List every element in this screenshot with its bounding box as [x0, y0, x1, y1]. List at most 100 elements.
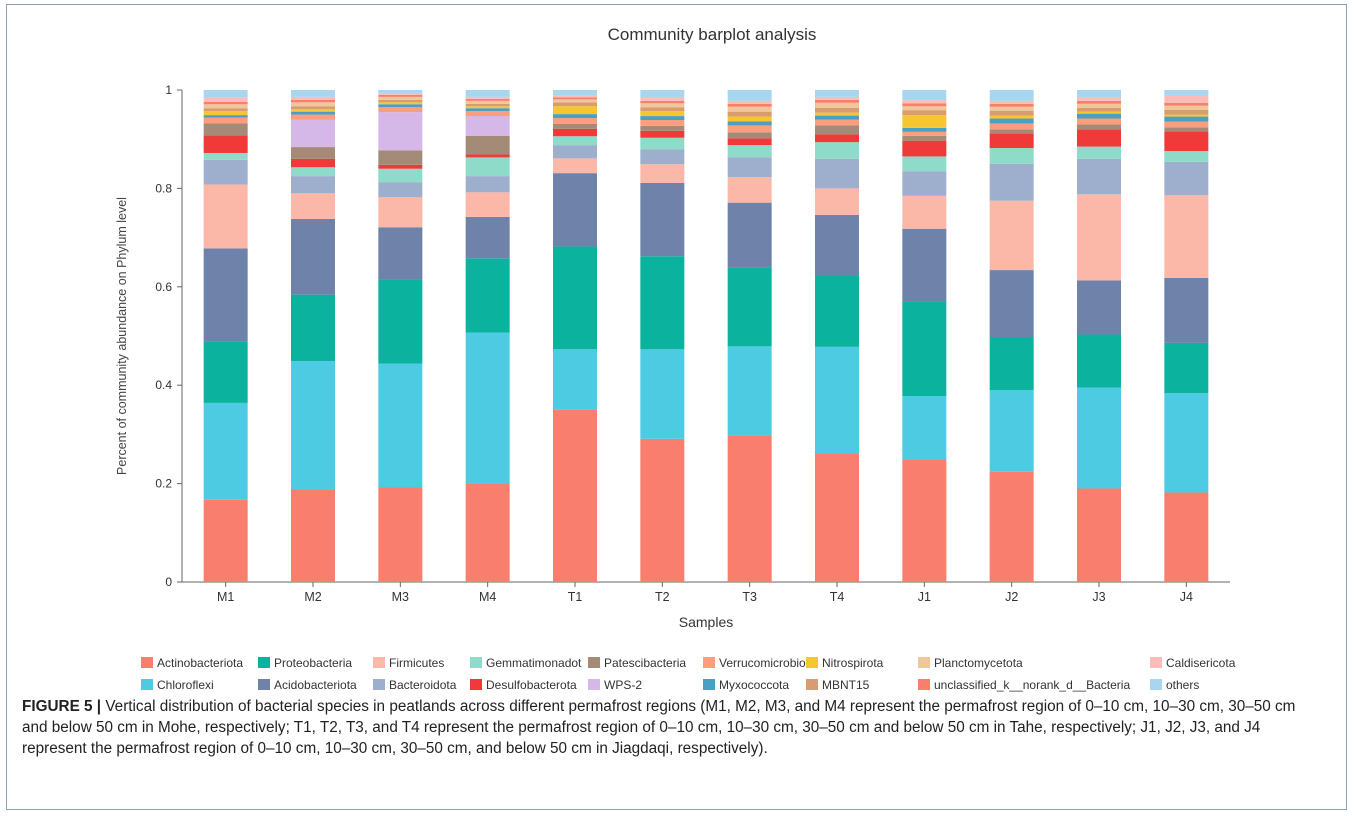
bar-segment — [989, 100, 1034, 104]
bar-segment — [1077, 387, 1121, 489]
bar-segment — [553, 145, 597, 159]
bar-segment — [902, 301, 947, 397]
bar-segment — [989, 110, 1034, 116]
bar-segment — [989, 390, 1034, 472]
bar-segment — [902, 106, 947, 111]
bar-segment — [291, 102, 335, 107]
bar-segment — [1164, 277, 1209, 343]
bar-segment — [815, 90, 859, 97]
bar-segment — [378, 104, 423, 108]
bar-segment — [553, 409, 597, 582]
bar-segment — [203, 135, 248, 153]
bar-segment — [1164, 109, 1209, 115]
bar-segment — [553, 246, 597, 350]
legend-swatch — [703, 657, 715, 668]
legend: Actinobacteriota Proteobacteria Firmicutes… — [141, 656, 1236, 692]
x-tick-label: J4 — [1180, 590, 1193, 604]
legend-label: Desulfobacterota — [486, 678, 577, 692]
x-tick-label: J1 — [918, 590, 931, 604]
bar-segment — [291, 96, 335, 100]
bar-segment — [902, 103, 947, 107]
bar-segment — [902, 459, 947, 582]
bar-segment — [1077, 113, 1121, 119]
legend-label: others — [1166, 678, 1199, 692]
bar-segment — [1164, 393, 1209, 493]
bar-segment — [815, 158, 859, 189]
bar-segment — [553, 349, 597, 410]
bar-segment — [465, 108, 510, 112]
bar-segment — [378, 102, 423, 105]
axes — [177, 89, 1230, 587]
bar-segment — [203, 101, 248, 105]
bar-segment — [465, 116, 510, 136]
bar-segment — [1077, 280, 1121, 335]
bar-segment — [727, 111, 772, 117]
bar-segment — [203, 90, 248, 98]
bar-segment — [640, 100, 685, 104]
bar-segment — [465, 103, 510, 107]
legend-label: Patescibacteria — [604, 656, 686, 670]
x-tick-label: M2 — [304, 590, 321, 604]
caption-label: FIGURE 5 | — [22, 698, 102, 715]
legend-label: Myxococcota — [719, 678, 789, 692]
bar-segment — [291, 147, 335, 159]
bar-segment — [378, 150, 423, 165]
y-tick-label: 0.8 — [155, 181, 172, 195]
x-tick-label: T2 — [655, 590, 670, 604]
bar-segment — [727, 267, 772, 347]
legend-label: unclassified_k__norank_d__Bacteria — [934, 678, 1130, 692]
bar-segment — [465, 176, 510, 193]
bar-segment — [378, 168, 423, 183]
bar-segment — [640, 149, 685, 165]
bar-segment — [1077, 118, 1121, 125]
bar-segment — [553, 106, 597, 115]
bar-segment — [1164, 95, 1209, 103]
legend-label: Caldisericota — [1166, 656, 1236, 670]
bar-segment — [1077, 146, 1121, 159]
x-axis-label: Samples — [679, 614, 733, 630]
bar-segment — [815, 134, 859, 143]
legend-label: WPS-2 — [604, 678, 642, 692]
bar-segment — [815, 99, 859, 103]
bar-segment — [1077, 97, 1121, 101]
bar-segment — [378, 92, 423, 95]
legend-swatch — [141, 679, 153, 690]
bar-segment — [1164, 342, 1209, 394]
bars — [203, 90, 1209, 582]
legend-swatch — [258, 679, 270, 690]
bar-segment — [727, 103, 772, 107]
legend-label: Actinobacteriota — [157, 656, 243, 670]
bar-segment — [727, 435, 772, 582]
bar-segment — [291, 99, 335, 103]
bar-segment — [465, 90, 510, 97]
legend-label: Bacteroidota — [389, 678, 457, 692]
bar-segment — [378, 227, 423, 280]
bar-segment — [902, 115, 947, 128]
bar-segment — [1164, 492, 1209, 582]
legend-swatch — [141, 657, 153, 668]
bar-segment — [902, 127, 947, 132]
bar-segment — [553, 128, 597, 137]
y-tick-label: 0.6 — [155, 280, 172, 294]
bar-segment — [203, 152, 248, 160]
bar-segment — [727, 125, 772, 133]
legend-swatch — [918, 657, 930, 668]
bar-segment — [989, 103, 1034, 107]
bar-segment — [727, 202, 772, 268]
y-tick-label: 0 — [165, 575, 172, 589]
bar-segment — [1164, 161, 1209, 196]
bar-segment — [902, 228, 947, 302]
bar-segment — [727, 100, 772, 104]
bar-segment — [727, 145, 772, 158]
bar-segment — [1077, 158, 1121, 195]
bar-segment — [378, 279, 423, 364]
bar-segment — [378, 96, 423, 100]
bar-segment — [1077, 107, 1121, 112]
bar-segment — [727, 157, 772, 178]
bar-segment — [553, 90, 597, 96]
bar-segment — [378, 164, 423, 169]
bar-segment — [1164, 121, 1209, 128]
bar-segment — [203, 159, 248, 185]
legend-swatch — [258, 657, 270, 668]
bar-segment — [640, 182, 685, 257]
